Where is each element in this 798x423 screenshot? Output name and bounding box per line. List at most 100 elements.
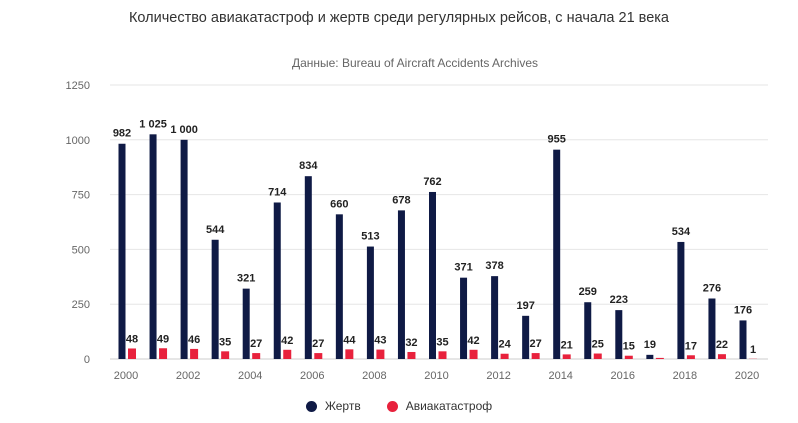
bar-accidents <box>283 349 292 359</box>
legend-label-victims: Жертв <box>324 399 361 413</box>
bar-accidents <box>562 354 571 359</box>
bar-victims <box>615 310 623 359</box>
bar-accidents <box>655 357 664 359</box>
x-tick-label: 2006 <box>300 370 324 382</box>
data-label-accidents: 32 <box>405 337 417 349</box>
y-tick-label: 0 <box>84 354 90 366</box>
bar-accidents <box>717 354 726 359</box>
chart-title: Количество авиакатастроф и жертв среди р… <box>128 10 669 26</box>
bar-accidents <box>221 351 230 359</box>
data-label-victims: 259 <box>579 286 597 298</box>
bar-victims <box>553 149 561 359</box>
x-tick-label: 2000 <box>114 370 138 382</box>
bar-victims <box>429 191 436 359</box>
data-label-accidents: 22 <box>716 339 728 351</box>
data-label-victims: 371 <box>454 262 472 274</box>
bar-victims <box>460 277 468 359</box>
data-label-victims: 982 <box>113 128 131 140</box>
data-label-victims: 19 <box>644 339 656 351</box>
bar-accidents <box>407 351 416 359</box>
data-label-victims: 378 <box>485 260 503 272</box>
data-label-accidents: 24 <box>498 339 511 351</box>
y-tick-label: 250 <box>72 299 90 311</box>
bar-accidents <box>531 353 540 359</box>
data-label-accidents: 35 <box>219 336 231 348</box>
data-label-accidents: 46 <box>188 334 200 346</box>
bar-victims <box>491 276 499 359</box>
chart-legend: Жертв Авиакатастроф <box>0 399 798 413</box>
data-label-accidents: 44 <box>343 334 356 346</box>
data-label-accidents: 25 <box>592 339 604 351</box>
bar-victims <box>397 210 405 359</box>
legend-swatch-victims <box>305 400 317 412</box>
bar-victims <box>242 288 250 359</box>
data-label-victims: 534 <box>672 226 691 238</box>
bar-accidents <box>438 351 447 359</box>
legend-item-accidents[interactable]: Авиакатастроф <box>386 399 493 413</box>
bar-accidents <box>314 353 323 359</box>
data-label-accidents: 27 <box>250 338 262 350</box>
bar-accidents <box>686 355 695 359</box>
bar-victims <box>149 134 157 359</box>
x-tick-label: 2002 <box>176 370 200 382</box>
data-label-victims: 714 <box>268 186 287 198</box>
data-label-accidents: 1 <box>750 344 756 356</box>
legend-label-accidents: Авиакатастроф <box>405 399 493 413</box>
x-tick-label: 2004 <box>238 370 262 382</box>
data-label-accidents: 27 <box>530 338 542 350</box>
data-label-victims: 223 <box>610 294 628 306</box>
x-tick-label: 2018 <box>673 370 697 382</box>
bar-victims <box>180 139 188 359</box>
legend-swatch-accidents <box>386 400 398 412</box>
data-label-accidents: 17 <box>685 340 697 352</box>
y-tick-label: 1000 <box>66 135 90 147</box>
data-label-victims: 513 <box>361 231 379 243</box>
data-label-accidents: 49 <box>157 333 169 345</box>
data-label-victims: 321 <box>237 273 255 285</box>
bar-accidents <box>252 353 261 359</box>
data-label-accidents: 15 <box>623 341 635 353</box>
data-label-victims: 834 <box>299 160 318 172</box>
bar-victims <box>584 302 592 359</box>
bar-victims <box>335 214 343 359</box>
bar-victims <box>118 143 126 359</box>
bar-victims <box>708 298 716 359</box>
data-label-accidents: 42 <box>281 335 293 347</box>
legend-item-victims[interactable]: Жертв <box>305 399 361 413</box>
bar-accidents <box>593 353 602 359</box>
bar-accidents <box>345 349 354 359</box>
data-label-victims: 660 <box>330 198 348 210</box>
x-tick-label: 2014 <box>548 370 572 382</box>
bar-victims <box>273 202 281 359</box>
data-label-accidents: 35 <box>436 336 448 348</box>
chart-subtitle: Данные: Bureau of Aircraft Accidents Arc… <box>291 56 539 70</box>
y-tick-label: 1250 <box>66 80 90 92</box>
bar-accidents <box>128 348 136 359</box>
bar-accidents <box>376 349 385 359</box>
data-label-victims: 276 <box>703 283 721 295</box>
x-tick-label: 2012 <box>486 370 510 382</box>
bar-victims <box>646 354 654 359</box>
bar-victims <box>304 176 312 359</box>
x-tick-label: 2016 <box>611 370 635 382</box>
x-tick-label: 2020 <box>735 370 759 382</box>
bar-victims <box>366 246 374 359</box>
data-label-victims: 544 <box>206 224 225 236</box>
bar-victims <box>677 241 685 359</box>
bar-accidents <box>190 348 199 359</box>
bar-accidents <box>469 349 478 359</box>
data-label-accidents: 48 <box>126 333 138 345</box>
bar-victims <box>211 239 219 359</box>
x-tick-label: 2010 <box>424 370 448 382</box>
data-label-accidents: 27 <box>312 338 324 350</box>
bar-accidents <box>159 348 168 359</box>
data-label-victims: 762 <box>423 176 441 188</box>
bar-accidents <box>500 353 509 359</box>
bar-accidents <box>624 355 633 359</box>
bar-victims <box>522 315 530 359</box>
data-label-victims: 678 <box>392 194 410 206</box>
y-tick-label: 500 <box>72 244 90 256</box>
bar-victims <box>739 320 747 359</box>
data-label-victims: 1 025 <box>139 118 167 130</box>
data-label-accidents: 43 <box>374 335 386 347</box>
